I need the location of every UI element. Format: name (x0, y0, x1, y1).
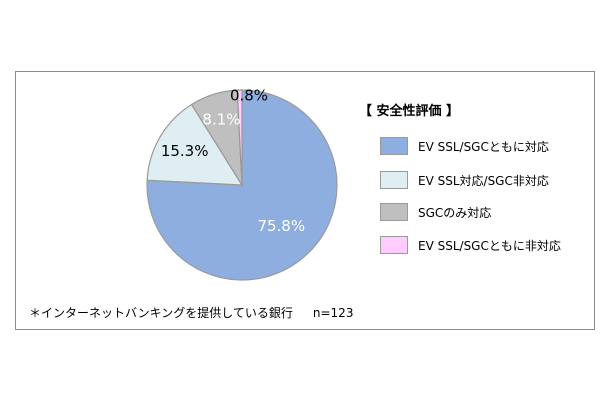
legend-item-neither: EV SSL/SGCともに非対応 (380, 236, 561, 254)
data-label: 0.8% (230, 87, 268, 105)
legend-title: 【 安全性評価 】 (359, 104, 460, 119)
legend-label: SGCのみ対応 (418, 205, 492, 220)
slice-neither (236, 89, 243, 186)
legend-item-both-supported: EV SSL/SGCともに対応 (380, 137, 549, 155)
pie-data-labels: 75.8% 15.3% 8.1% 0.8% (161, 87, 305, 235)
legend-swatch (380, 137, 408, 155)
footnote-text: ＊インターネットバンキングを提供している銀行 (29, 306, 293, 320)
sample-size: n=123 (312, 306, 354, 320)
slice-ev-only (146, 103, 244, 186)
pie-slices (146, 89, 338, 281)
legend-item-sgc-only: SGCのみ対応 (380, 203, 491, 221)
legend-label: EV SSL/SGCともに非対応 (418, 238, 561, 253)
legend-swatch (380, 236, 408, 254)
legend-swatch (380, 203, 408, 221)
legend-item-ev-only: EV SSL対応/SGC非対応 (380, 171, 549, 189)
legend-label: EV SSL/SGCともに対応 (418, 139, 549, 154)
slice-both-supported (146, 89, 338, 281)
footnote: ＊インターネットバンキングを提供している銀行 n=123 (29, 304, 353, 321)
legend-swatch (380, 171, 408, 189)
data-label: 75.8% (257, 217, 305, 235)
legend-label: EV SSL対応/SGC非対応 (418, 173, 549, 188)
data-label: 15.3% (161, 142, 209, 160)
data-label: 8.1% (202, 110, 240, 128)
